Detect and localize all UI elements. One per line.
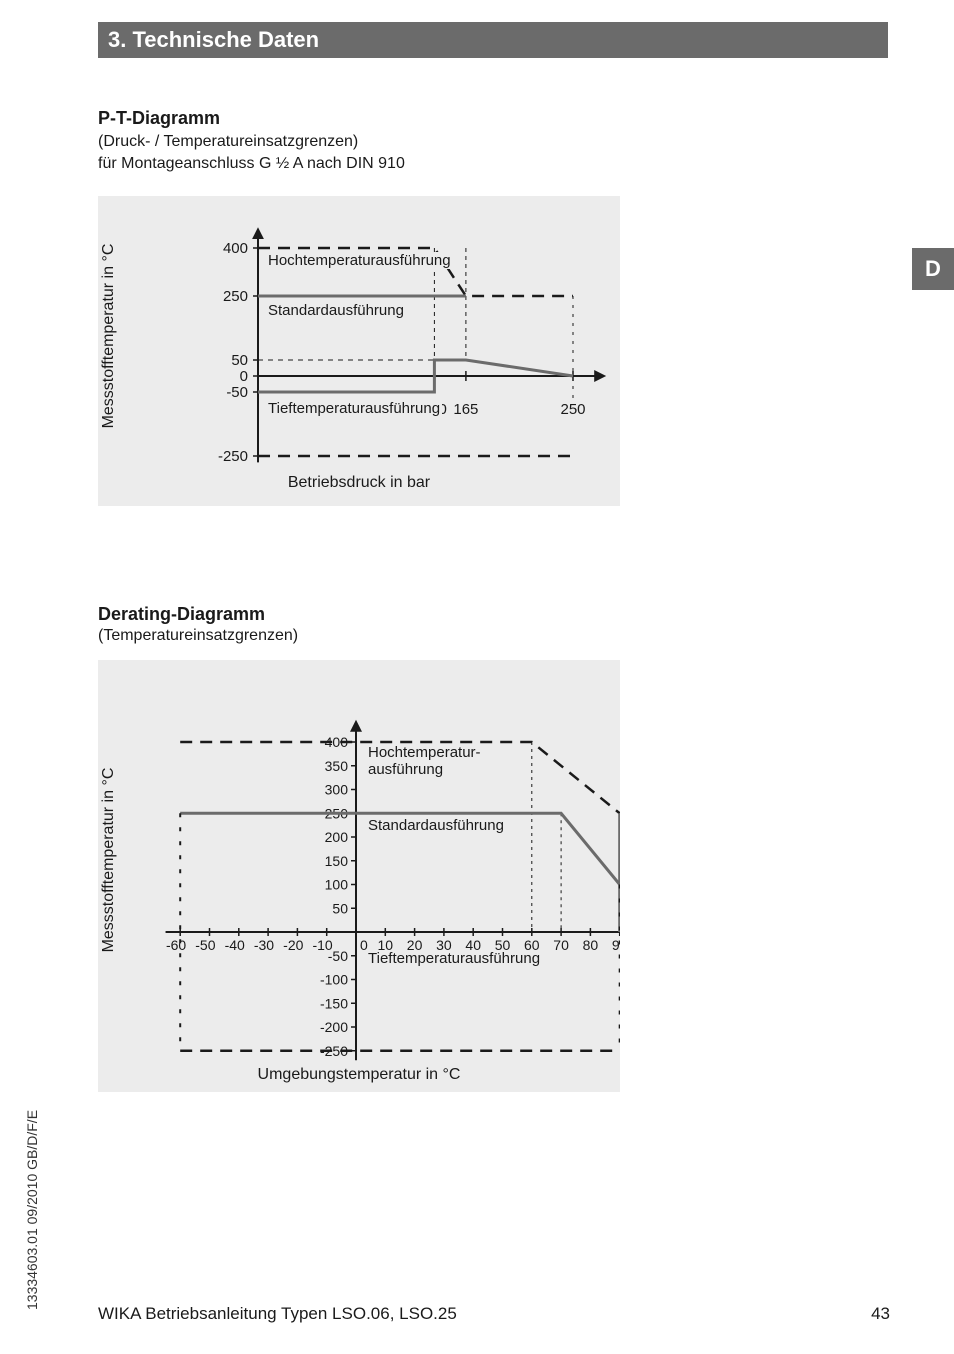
svg-text:90: 90 xyxy=(612,937,620,953)
svg-text:0: 0 xyxy=(240,368,248,385)
section-header: 3. Technische Daten xyxy=(98,22,888,58)
svg-text:100: 100 xyxy=(325,877,349,893)
pt-sub2: für Montageanschluss G ½ A nach DIN 910 xyxy=(98,153,405,175)
doc-code: 13334603.01 09/2010 GB/D/F/E xyxy=(24,1110,40,1310)
derating-chart: Messstofftemperatur in °C Umgebungstempe… xyxy=(98,660,620,1092)
page: 3. Technische Daten D P-T-Diagramm (Druc… xyxy=(0,0,954,1354)
svg-text:-40: -40 xyxy=(225,937,245,953)
svg-text:-30: -30 xyxy=(254,937,274,953)
svg-text:-10: -10 xyxy=(312,937,332,953)
svg-text:50: 50 xyxy=(332,900,348,916)
svg-text:-50: -50 xyxy=(226,384,248,401)
footer-page: 43 xyxy=(871,1304,890,1324)
pt-svg: 400250500-50-250140165250Hochtemperatura… xyxy=(98,196,620,506)
pt-heading: P-T-Diagramm xyxy=(98,108,405,129)
section-title: 3. Technische Daten xyxy=(108,27,319,53)
svg-text:-60: -60 xyxy=(166,937,186,953)
pt-chart: Messstofftemperatur in °C Betriebsdruck … xyxy=(98,196,620,506)
svg-text:-50: -50 xyxy=(195,937,215,953)
svg-text:400: 400 xyxy=(223,240,248,257)
svg-text:-150: -150 xyxy=(320,995,348,1011)
footer-left: WIKA Betriebsanleitung Typen LSO.06, LSO… xyxy=(98,1304,457,1324)
footer: WIKA Betriebsanleitung Typen LSO.06, LSO… xyxy=(98,1304,890,1324)
svg-text:-200: -200 xyxy=(320,1019,348,1035)
svg-text:250: 250 xyxy=(223,288,248,305)
svg-text:-250: -250 xyxy=(218,448,248,465)
svg-text:-20: -20 xyxy=(283,937,303,953)
language-tab: D xyxy=(912,248,954,290)
derating-svg: 40035030025020015010050-50-100-150-200-2… xyxy=(98,660,620,1092)
svg-text:350: 350 xyxy=(325,758,349,774)
language-tab-label: D xyxy=(925,256,941,282)
svg-text:50: 50 xyxy=(231,352,248,369)
pt-section: P-T-Diagramm (Druck- / Temperatureinsatz… xyxy=(98,108,405,174)
svg-text:250: 250 xyxy=(560,401,585,418)
svg-text:150: 150 xyxy=(325,853,349,869)
derating-heading: Derating-Diagramm xyxy=(98,604,298,625)
svg-text:300: 300 xyxy=(325,782,349,798)
derating-section: Derating-Diagramm (Temperatureinsatzgren… xyxy=(98,604,298,645)
svg-text:200: 200 xyxy=(325,829,349,845)
svg-text:-100: -100 xyxy=(320,972,348,988)
pt-sub1: (Druck- / Temperatureinsatzgrenzen) xyxy=(98,131,405,153)
derating-sub1: (Temperatureinsatzgrenzen) xyxy=(98,627,298,645)
